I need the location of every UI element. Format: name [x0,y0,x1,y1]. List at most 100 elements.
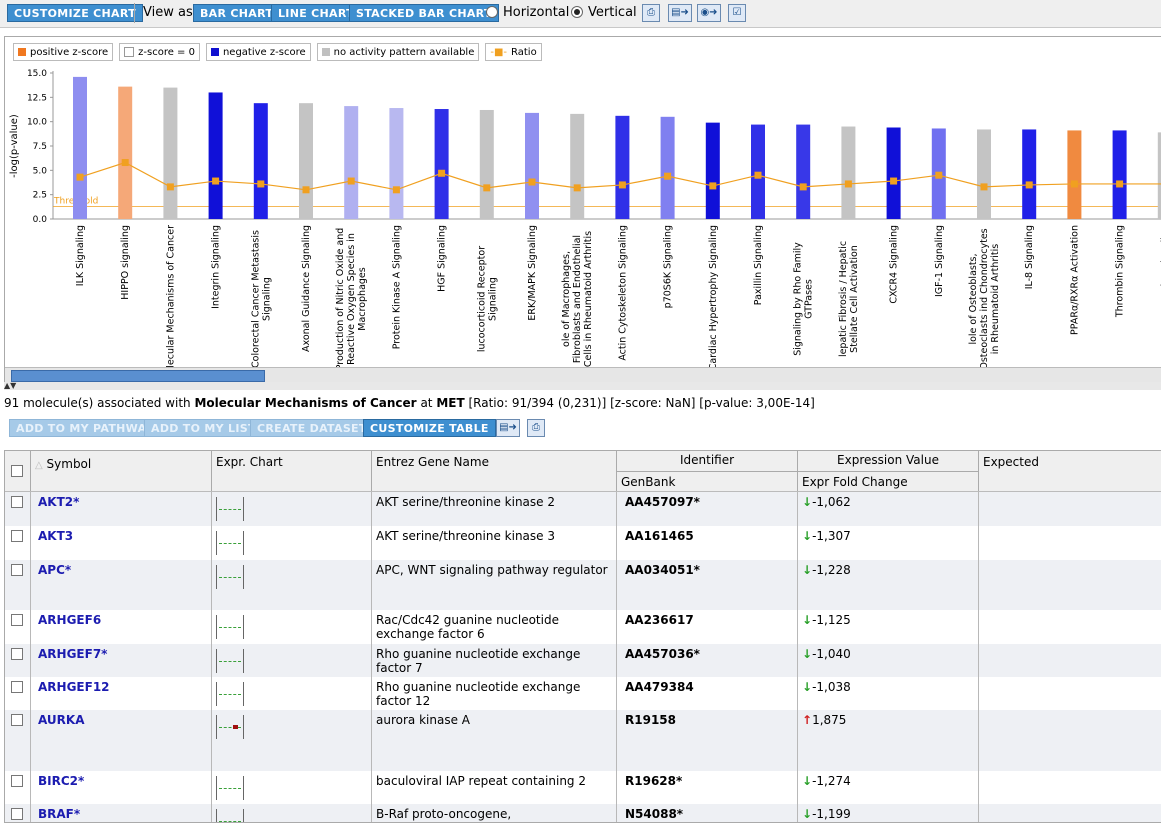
row-checkbox[interactable] [11,648,23,660]
stacked-bar-chart-button[interactable]: STACKED BAR CHART [349,4,499,22]
category-label: Axonal Guidance Signaling [301,225,312,352]
expected-cell [979,710,1161,771]
checklist-icon[interactable]: ☑ [728,4,746,22]
header-expression-value[interactable]: Expression Value Expr Fold Change [798,451,979,491]
header-fold-change-label: Expr Fold Change [802,475,908,489]
header-expected[interactable]: Expected [983,455,1039,469]
line-chart-button[interactable]: LINE CHART [271,4,361,22]
genbank-id[interactable]: AA236617 [617,610,798,644]
info-prefix: 91 molecule(s) associated with [4,396,191,410]
symbol-link[interactable]: BIRC2* [31,771,212,804]
genbank-id[interactable]: AA161465 [617,526,798,560]
expression-sparkline[interactable] [216,776,244,800]
row-checkbox[interactable] [11,808,23,820]
chart-scroll-thumb[interactable] [11,370,265,382]
expression-sparkline[interactable] [216,531,244,555]
sparkline-baseline [219,577,241,578]
symbol-link[interactable]: BRAF* [31,804,212,822]
expression-sparkline[interactable] [216,497,244,521]
symbol-link[interactable]: AURKA [31,710,212,771]
row-checkbox[interactable] [11,530,23,542]
add-to-my-pathway-button[interactable]: ADD TO MY PATHWAY [9,419,161,437]
symbol-link[interactable]: ARHGEF7* [31,644,212,677]
expression-sparkline[interactable] [216,565,244,589]
print-icon[interactable]: ⎙ [642,4,660,22]
category-label: Paxillin Signaling [753,225,764,305]
arrow-up-icon: ↑ [802,713,813,727]
category-label: Gap Junction Signaling [1160,225,1161,332]
selection-info: 91 molecule(s) associated with Molecular… [4,396,815,410]
header-identifier[interactable]: Identifier GenBank [617,451,798,491]
header-symbol[interactable]: △ Symbol [31,451,212,491]
legend-positive: positive z-score [13,43,114,61]
chart-bar [389,108,404,219]
table-row[interactable]: AKT2* AKT serine/threonine kinase 2 AA45… [5,492,1161,527]
row-checkbox[interactable] [11,496,23,508]
export-icon[interactable]: ▤➜ [668,4,692,22]
expression-sparkline[interactable] [216,649,244,673]
ratio-point [980,183,988,191]
row-checkbox[interactable] [11,714,23,726]
table-row[interactable]: ARHGEF6 Rac/Cdc42 guanine nucleotide exc… [5,610,1161,645]
ratio-point [618,181,626,189]
info-stats: [Ratio: 91/394 (0,231)] [z-score: NaN] [… [468,396,815,410]
genbank-id[interactable]: AA457036* [617,644,798,677]
header-identifier-label: Identifier [617,451,797,472]
header-expr-chart[interactable]: Expr. Chart [212,451,372,491]
genbank-id[interactable]: AA034051* [617,560,798,610]
table-row[interactable]: BIRC2* baculoviral IAP repeat containing… [5,771,1161,805]
category-label-line: ole of Macrophages, [561,251,572,347]
row-checkbox[interactable] [11,681,23,693]
y-tick-label: 12.5 [27,93,47,103]
symbol-link[interactable]: AKT2* [31,492,212,526]
category-label-line: lole of Osteoblasts, [968,253,979,344]
table-row[interactable]: ARHGEF7* Rho guanine nucleotide exchange… [5,644,1161,678]
genbank-id[interactable]: AA457097* [617,492,798,526]
symbol-link[interactable]: ARHGEF6 [31,610,212,644]
chart-horizontal-scrollbar[interactable] [5,367,1161,383]
add-to-my-list-button[interactable]: ADD TO MY LIST [144,419,263,437]
header-entrez[interactable]: Entrez Gene Name [372,451,617,491]
row-checkbox[interactable] [11,564,23,576]
table-print-icon[interactable]: ⎙ [527,419,545,437]
customize-table-button[interactable]: CUSTOMIZE TABLE [363,419,496,437]
chart-bar [1112,130,1127,219]
select-all-checkbox[interactable] [11,465,23,477]
chart-bar [525,112,539,219]
panel-splitter[interactable]: ▲▼ [4,382,1161,390]
expr-chart-cell [212,560,372,610]
create-dataset-button[interactable]: CREATE DATASET [250,419,374,437]
bar-chart-button[interactable]: BAR CHART [193,4,281,22]
row-checkbox[interactable] [11,775,23,787]
chart-bar [570,113,585,219]
expected-cell [979,804,1161,822]
chart-bar [208,92,223,219]
row-select-cell [5,492,31,526]
genbank-id[interactable]: R19628* [617,771,798,804]
category-label: IL-8 Signaling [1024,225,1035,289]
genbank-id[interactable]: N54088* [617,804,798,822]
camera-export-icon[interactable]: ◉➜ [697,4,721,22]
table-row[interactable]: APC* APC, WNT signaling pathway regulato… [5,560,1161,611]
fold-change-cell: ↑1,875 [798,710,979,771]
legend-no-activity: no activity pattern available [316,43,480,61]
table-row[interactable]: BRAF* B-Raf proto-oncogene, serine/threo… [5,804,1161,822]
table-export-icon[interactable]: ▤➜ [496,419,520,437]
horizontal-radio[interactable] [486,6,498,18]
expression-sparkline[interactable] [216,682,244,706]
vertical-radio[interactable] [571,6,583,18]
symbol-link[interactable]: APC* [31,560,212,610]
ratio-point [212,177,220,185]
table-row[interactable]: ARHGEF12 Rho guanine nucleotide exchange… [5,677,1161,711]
table-row[interactable]: AURKA aurora kinase A R19158 ↑1,875 [5,710,1161,772]
row-checkbox[interactable] [11,614,23,626]
customize-chart-button[interactable]: CUSTOMIZE CHART [7,4,143,22]
genbank-id[interactable]: R19158 [617,710,798,771]
table-row[interactable]: AKT3 AKT serine/threonine kinase 3 AA161… [5,526,1161,561]
symbol-link[interactable]: ARHGEF12 [31,677,212,710]
genbank-id[interactable]: AA479384 [617,677,798,710]
category-label-line: Signaling [487,277,498,321]
expression-sparkline[interactable] [216,715,244,739]
expression-sparkline[interactable] [216,615,244,639]
symbol-link[interactable]: AKT3 [31,526,212,560]
